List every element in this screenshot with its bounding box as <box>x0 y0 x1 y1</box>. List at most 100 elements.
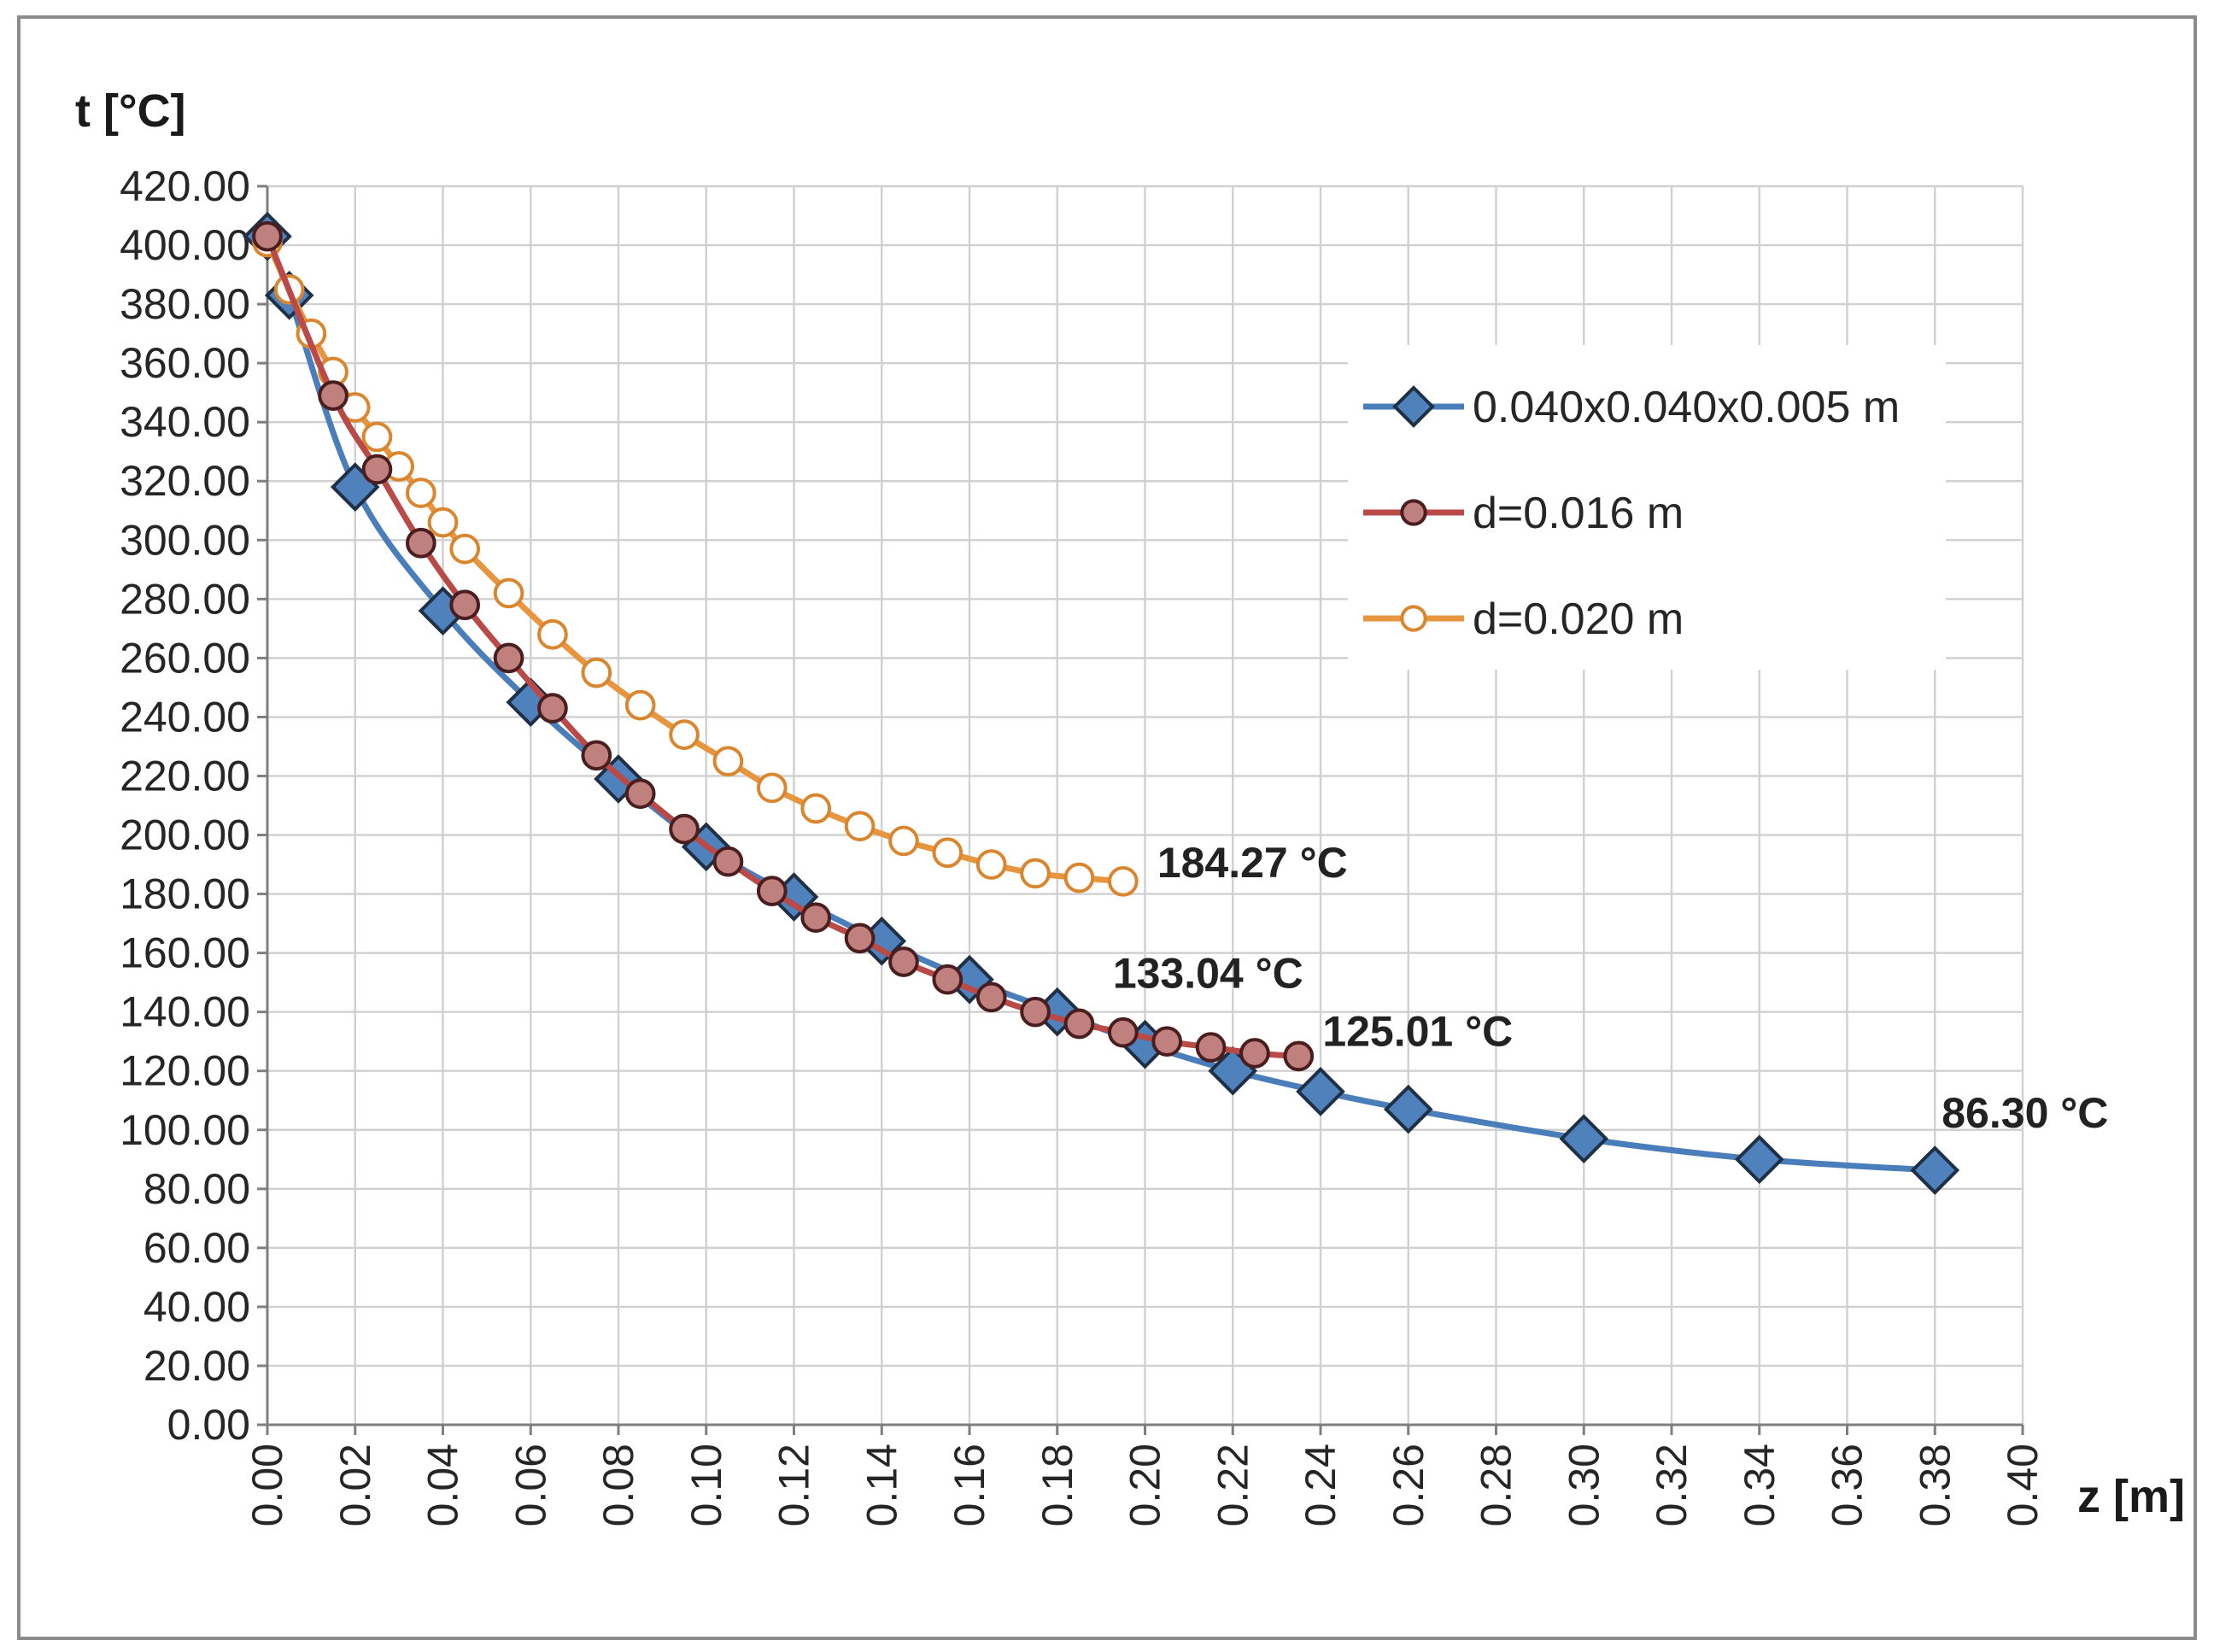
data-point <box>318 380 348 411</box>
y-tick-label: 320.00 <box>120 457 250 505</box>
y-tick-label: 120.00 <box>120 1047 250 1095</box>
y-tick-label: 40.00 <box>144 1283 250 1331</box>
y-tick-label: 100.00 <box>120 1106 250 1154</box>
data-point <box>1020 858 1051 889</box>
data-point <box>756 876 788 906</box>
data-point <box>800 793 832 824</box>
data-point <box>888 946 919 977</box>
y-tick-label: 400.00 <box>120 221 250 269</box>
data-annotations: 184.27 °C 133.04 °C 125.01 °C 86.30 °C <box>1113 839 2109 1137</box>
data-point <box>449 533 481 565</box>
data-point <box>669 813 700 845</box>
y-tick-label: 20.00 <box>144 1342 250 1390</box>
data-point <box>1239 1038 1270 1069</box>
data-point <box>427 507 459 538</box>
y-tick-label: 280.00 <box>120 575 250 623</box>
x-tick-label: 0.04 <box>419 1444 467 1526</box>
legend: 0.040x0.040x0.005 m d=0.016 m d=0.020 m <box>1348 345 1946 670</box>
data-point <box>844 811 876 842</box>
value-annotation: 125.01 °C <box>1322 1007 1513 1055</box>
data-point <box>581 657 612 688</box>
y-axis-title: t [°C] <box>75 85 186 137</box>
y-tick-label: 60.00 <box>144 1224 250 1272</box>
data-point <box>1383 1084 1433 1134</box>
x-tick-label: 0.08 <box>594 1444 642 1526</box>
data-point <box>1283 1040 1315 1072</box>
data-point <box>1063 862 1095 893</box>
data-point <box>1910 1145 1960 1195</box>
legend-item: d=0.020 m <box>1363 595 1684 644</box>
value-annotation: 184.27 °C <box>1157 839 1348 887</box>
y-tick-label: 420.00 <box>120 162 250 210</box>
data-point <box>493 577 524 609</box>
y-tick-label: 220.00 <box>120 752 250 800</box>
data-point <box>624 778 656 810</box>
x-tick-label: 0.32 <box>1648 1444 1696 1526</box>
y-tick-label: 300.00 <box>120 516 250 564</box>
chart-frame <box>17 15 2197 1640</box>
data-point <box>537 693 568 723</box>
x-tick-label: 0.06 <box>507 1444 554 1526</box>
data-point <box>405 477 436 508</box>
data-point <box>581 740 612 771</box>
x-tick-label: 0.34 <box>1736 1444 1784 1526</box>
y-tick-label: 80.00 <box>144 1165 250 1213</box>
y-tick-label: 380.00 <box>120 280 250 328</box>
y-tick-label: 360.00 <box>120 339 250 387</box>
data-point <box>712 846 744 877</box>
x-tick-label: 0.24 <box>1297 1444 1344 1526</box>
value-annotation: 133.04 °C <box>1113 950 1303 998</box>
data-point <box>1020 996 1051 1028</box>
y-tick-label: 240.00 <box>120 693 250 741</box>
series-line <box>264 233 1938 1174</box>
x-tick-label: 0.22 <box>1209 1444 1256 1526</box>
x-tick-label: 0.40 <box>1999 1444 2047 1526</box>
y-tick-label: 340.00 <box>120 398 250 446</box>
x-tick-label: 0.02 <box>331 1444 379 1526</box>
legend-marker <box>1400 605 1427 632</box>
data-point <box>1734 1134 1784 1185</box>
x-axis-ticks: 0.00 0.02 0.04 0.06 0.08 0.10 0.12 0.14 0.16 0.18… <box>243 1425 2047 1526</box>
data-point <box>361 421 393 453</box>
data-point <box>932 837 964 869</box>
data-point <box>712 746 744 777</box>
data-point <box>844 923 876 954</box>
x-tick-label: 0.36 <box>1824 1444 1871 1526</box>
y-axis-ticks: 0.00 20.00 40.00 60.00 80.00 100.00 120.00 140.… <box>120 162 267 1449</box>
y-tick-label: 0.00 <box>167 1401 250 1449</box>
series-3 <box>252 226 1139 897</box>
data-point <box>449 589 481 621</box>
data-point <box>669 719 700 750</box>
data-point <box>1559 1114 1609 1163</box>
legend-item: d=0.016 m <box>1363 489 1684 538</box>
data-point <box>624 689 656 721</box>
x-tick-label: 0.00 <box>243 1444 291 1526</box>
data-point <box>756 772 788 804</box>
data-point <box>1107 1016 1139 1048</box>
x-tick-label: 0.10 <box>682 1444 730 1526</box>
y-tick-label: 200.00 <box>120 811 250 859</box>
data-point <box>975 849 1007 880</box>
data-point <box>493 642 524 674</box>
data-series <box>243 211 1960 1195</box>
series-2 <box>252 220 1315 1072</box>
data-point <box>1107 865 1139 897</box>
x-tick-label: 0.38 <box>1911 1444 1959 1526</box>
data-point <box>1151 1026 1183 1057</box>
y-tick-label: 260.00 <box>120 634 250 682</box>
x-tick-label: 0.16 <box>946 1444 993 1526</box>
data-point <box>1063 1008 1095 1040</box>
legend-marker <box>1392 385 1435 428</box>
data-point <box>537 618 568 650</box>
legend-label: d=0.020 m <box>1473 595 1684 644</box>
y-tick-label: 140.00 <box>120 988 250 1036</box>
data-point <box>1195 1032 1227 1063</box>
x-tick-label: 0.12 <box>770 1444 818 1526</box>
y-tick-label: 160.00 <box>120 929 250 977</box>
x-tick-label: 0.26 <box>1385 1444 1432 1526</box>
data-point <box>975 981 1007 1013</box>
data-point <box>252 220 283 252</box>
data-point <box>405 527 436 559</box>
y-tick-label: 180.00 <box>120 870 250 918</box>
